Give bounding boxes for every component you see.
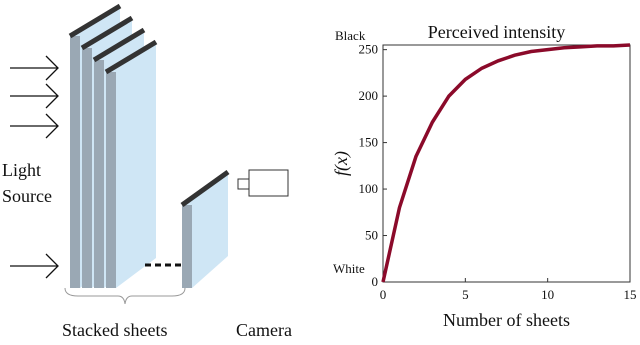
annotation: Black (335, 28, 366, 43)
y-tick-label: 250 (359, 42, 379, 57)
y-tick-label: 200 (359, 88, 379, 103)
label: Source (2, 186, 52, 206)
x-tick-label: 5 (462, 287, 469, 302)
camera-lens (237, 178, 250, 190)
x-tick-label: 0 (380, 287, 387, 302)
label: Stacked sheets (62, 320, 167, 340)
sheet (182, 172, 228, 288)
sheet (106, 42, 156, 288)
y-tick-label: 50 (365, 228, 378, 243)
x-tick-label: 15 (624, 287, 637, 302)
plot-frame (382, 44, 631, 283)
series-line (381, 43, 631, 283)
arrow (10, 253, 59, 279)
x-axis-label: Number of sheets (443, 310, 570, 330)
sheet-edge (82, 48, 92, 288)
y-tick-label: 150 (359, 135, 379, 150)
arrows (10, 55, 59, 279)
sheet-edge (182, 205, 192, 288)
sheets (68, 3, 158, 288)
sheet-edge (106, 72, 116, 288)
annotation: White (333, 261, 365, 276)
arrow (10, 83, 59, 109)
sheet-top (104, 39, 158, 75)
camera-body (248, 169, 289, 197)
chart-title: Perceived intensity (428, 22, 565, 42)
sheet-edge (70, 36, 80, 288)
sheet-top (180, 169, 230, 208)
sheet-edge (94, 60, 104, 288)
diagram: Light Source Stacked sheets Camera (2, 3, 292, 340)
sheet-top (68, 3, 122, 39)
y-tick-label: 0 (372, 274, 379, 289)
label: Camera (236, 320, 292, 340)
brace (64, 287, 186, 305)
arrow (10, 113, 59, 139)
arrow (10, 55, 59, 81)
y-axis-label: f(x) (331, 151, 352, 176)
label: Light (2, 160, 41, 180)
y-tick-label: 100 (359, 181, 379, 196)
sheet-top (92, 27, 146, 63)
sheet-top (80, 15, 134, 51)
x-tick-label: 10 (541, 287, 554, 302)
